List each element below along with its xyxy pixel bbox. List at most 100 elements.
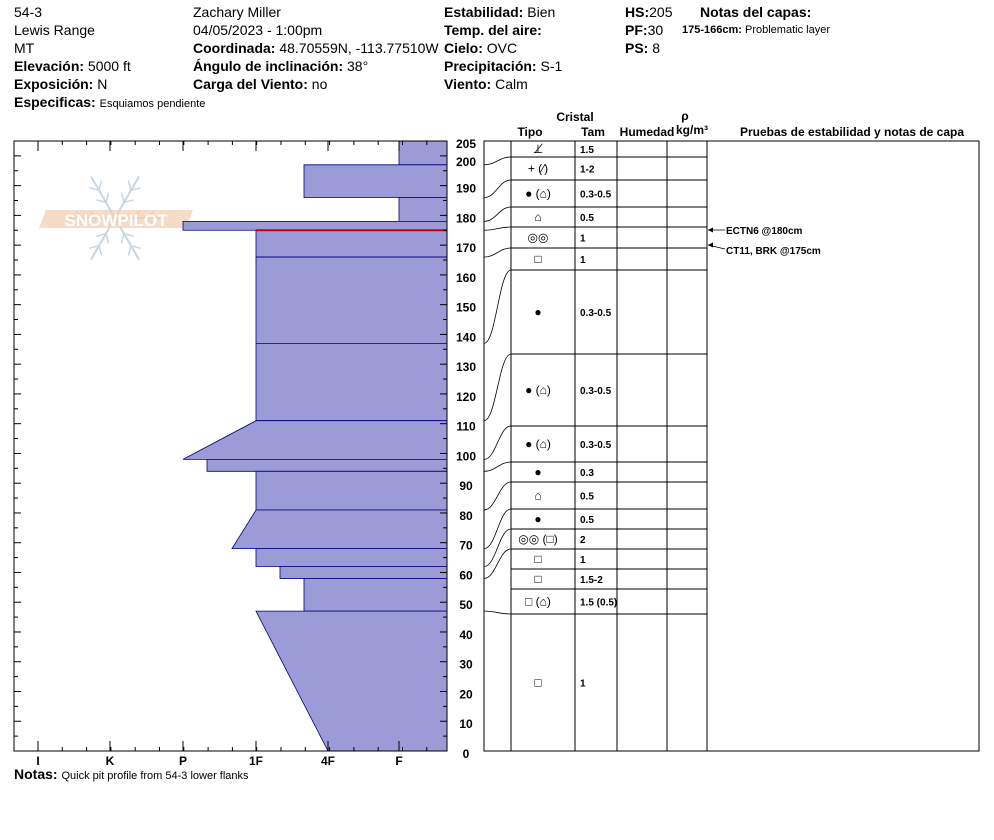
elevation-label: Elevación: xyxy=(14,58,85,74)
y-tick-label: 200 xyxy=(456,155,476,169)
header-size: Tam xyxy=(581,125,605,139)
y-tick-label: 110 xyxy=(456,420,476,434)
specifics-label: Especificas: xyxy=(14,94,96,110)
crystal-size-value: 2 xyxy=(580,535,586,546)
x-tick-label: 1F xyxy=(249,754,263,768)
test-arrow-head xyxy=(708,227,713,233)
y-tick-label: 150 xyxy=(456,301,476,315)
snowflake-branch xyxy=(75,210,84,219)
crystal-size-value: 0.5 xyxy=(580,213,594,224)
pf-label: PF: xyxy=(625,22,648,38)
crystal-type-symbol: ⌂ xyxy=(534,489,541,503)
crystal-size-value: 1.5 (0.5) xyxy=(580,598,617,609)
snowflake-branch xyxy=(146,210,155,219)
coordinate-label: Coordinada: xyxy=(193,40,276,56)
y-tick-label: 30 xyxy=(459,658,473,672)
crystal-type-symbol: □ xyxy=(534,676,541,690)
depth-connector-line xyxy=(483,425,512,460)
aspect-label: Exposición: xyxy=(14,76,94,92)
state-name: MT xyxy=(14,40,35,56)
test-arrow-head xyxy=(708,242,713,248)
hardness-layer xyxy=(255,229,448,258)
wind-label: Viento: xyxy=(444,76,492,92)
hardness-layer xyxy=(182,420,448,460)
snowflake-branch xyxy=(105,192,110,203)
crystal-size-value: 0.3-0.5 xyxy=(580,308,612,319)
y-tick-label: 60 xyxy=(459,568,473,582)
y-tick-label: 20 xyxy=(459,687,473,701)
coordinate-row: Coordinada: 48.70559N, -113.77510W xyxy=(193,39,439,57)
sky-value: OVC xyxy=(486,40,518,56)
snowflake-branch xyxy=(120,192,125,203)
snowflake-branch xyxy=(75,217,84,226)
y-tick-label: 80 xyxy=(459,509,473,523)
x-tick-label: I xyxy=(36,754,39,768)
coordinate-value: 48.70559N, -113.77510W xyxy=(279,40,439,56)
precip-row: Precipitación: S-1 xyxy=(444,57,562,75)
pf-value: 30 xyxy=(647,22,664,38)
hardness-layer xyxy=(255,256,448,344)
depth-connector-line xyxy=(483,179,512,198)
depth-connector-line xyxy=(483,226,512,231)
specifics-row: Especificas: Esquiamos pendiente xyxy=(14,93,205,113)
hardness-layer xyxy=(255,470,448,511)
range-name: Lewis Range xyxy=(14,22,95,38)
snowflake-branch xyxy=(105,233,110,244)
hardness-layer xyxy=(206,458,448,472)
crystal-type-symbol: ● (⌂) xyxy=(525,187,551,201)
y-tick-label: 70 xyxy=(459,539,473,553)
snowflake-branch xyxy=(89,244,100,250)
incline-label: Ángulo de inclinación: xyxy=(193,58,344,74)
stability-test-annotation: ECTN6 @180cm xyxy=(708,226,803,237)
specifics-value: Esquiamos pendiente xyxy=(99,98,206,110)
header-moisture: Humedad xyxy=(620,125,675,139)
crystal-size-value: 1.5-2 xyxy=(580,575,603,586)
crystal-size-value: 0.5 xyxy=(580,515,594,526)
ps-row: PS: 8 xyxy=(625,39,660,57)
crystal-size-value: 1 xyxy=(580,255,586,266)
snowflake-branch xyxy=(120,233,125,244)
stability-test-label: CT11, BRK @175cm xyxy=(726,246,821,257)
crystal-type-symbol: ● xyxy=(534,305,541,319)
x-tick-label: K xyxy=(106,754,115,768)
hardness-layer xyxy=(255,548,448,567)
crystal-type-symbol: □ xyxy=(534,572,541,586)
crystal-type-symbol: ⌂ xyxy=(534,210,541,224)
layer-note-row: 175-166cm: Problematic layer xyxy=(682,24,830,36)
y-tick-label: 190 xyxy=(456,182,476,196)
depth-connector-line xyxy=(483,481,512,511)
snowflake-branch xyxy=(123,199,134,204)
crystal-type-symbol: ● (⌂) xyxy=(525,437,551,451)
crystal-size-value: 1 xyxy=(580,555,586,566)
notes-text: Quick pit profile from 54-3 lower flanks xyxy=(61,770,249,782)
header-tests: Pruebas de estabilidad y notas de capa xyxy=(740,125,964,139)
x-tick-label: 4F xyxy=(321,754,335,768)
header-type: Tipo xyxy=(517,125,542,139)
wind-load-row: Carga del Viento: no xyxy=(193,75,327,93)
layer-note-range: 175-166cm: xyxy=(682,24,742,36)
elevation-row: Elevación: 5000 ft xyxy=(14,57,131,75)
depth-connector-line xyxy=(483,353,512,422)
wind-load-value: no xyxy=(311,76,328,92)
y-tick-label: 140 xyxy=(456,330,476,344)
incline-value: 38° xyxy=(347,58,369,74)
crystal-size-value: 1-2 xyxy=(580,165,595,176)
crystal-type-symbol: ● xyxy=(534,465,541,479)
y-tick-label: 50 xyxy=(459,598,473,612)
depth-connector-line xyxy=(483,247,512,258)
precip-label: Precipitación: xyxy=(444,58,537,74)
depth-connector-line xyxy=(483,269,512,344)
header-density-symbol: ρ xyxy=(681,109,688,123)
crystal-type-symbol: ◎◎ (□) xyxy=(518,532,558,546)
crystal-type-symbol: □ (⌂) xyxy=(525,595,551,609)
crystal-type-symbol: ● xyxy=(534,512,541,526)
aspect-row: Exposición: N xyxy=(14,75,107,93)
hardness-layer xyxy=(279,566,448,579)
y-tick-label: 205 xyxy=(456,137,476,151)
y-tick-label: 10 xyxy=(459,717,473,731)
crystal-type-symbol: □ xyxy=(534,252,541,266)
aspect-value: N xyxy=(97,76,108,92)
wind-value: Calm xyxy=(495,76,528,92)
crystal-size-value: 0.3-0.5 xyxy=(580,440,612,451)
watermark-band xyxy=(39,210,193,228)
